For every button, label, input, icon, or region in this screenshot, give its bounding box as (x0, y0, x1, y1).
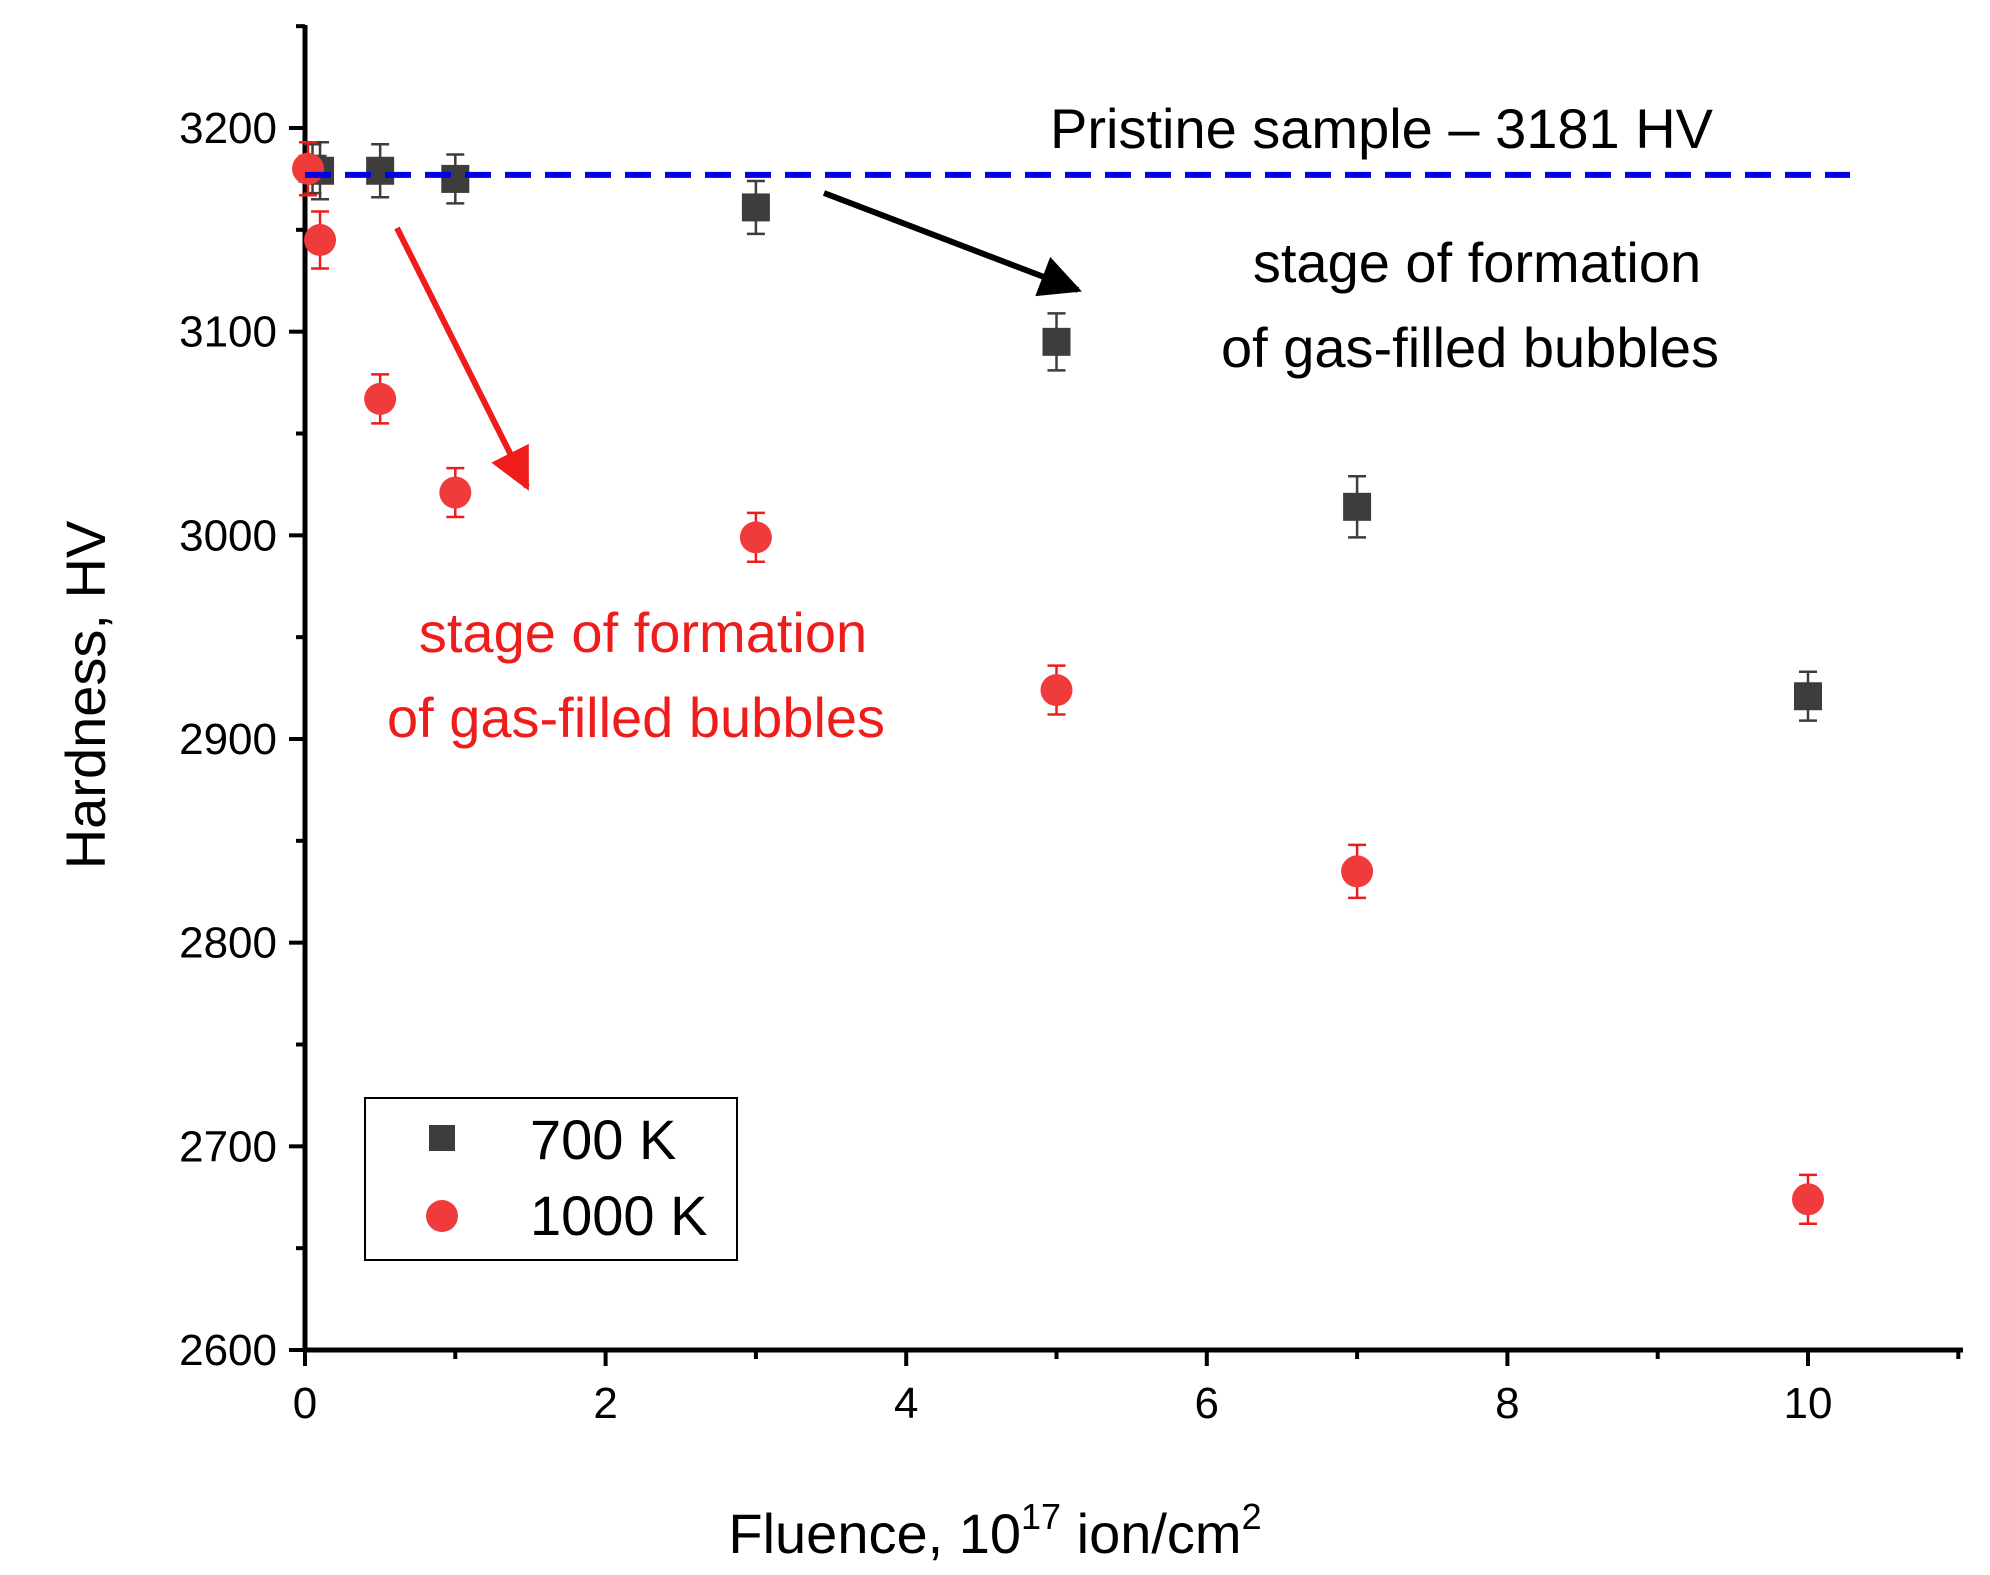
black-stage-annotation-line2: of gas-filled bubbles (1221, 316, 1719, 379)
x-axis-title-sup2: 2 (1242, 1496, 1262, 1537)
y-axis-title: Hardness, HV (54, 520, 117, 869)
x-axis-title-sup1: 17 (1021, 1496, 1061, 1537)
y-tick-label: 3200 (179, 104, 277, 153)
data-point-700k (1794, 682, 1822, 711)
x-tick-label: 0 (293, 1379, 317, 1428)
x-tick-label: 4 (894, 1379, 918, 1428)
data-point-700k (741, 193, 770, 222)
pristine-annotation: Pristine sample – 3181 HV (1050, 97, 1714, 160)
y-tick-label: 2700 (179, 1122, 277, 1171)
y-tick-label: 2600 (179, 1326, 277, 1375)
data-point-1000k (364, 382, 397, 415)
data-point-1000k (1040, 674, 1073, 707)
black-arrow (822, 190, 1082, 297)
y-tick-label: 3100 (179, 308, 277, 357)
data-point-700k (1042, 327, 1071, 356)
legend-marker-700k (429, 1125, 455, 1151)
legend-box (364, 1097, 738, 1261)
data-point-1000k (739, 521, 772, 554)
data-point-700k (1343, 492, 1372, 521)
y-tick-label: 3000 (179, 511, 277, 560)
data-point-1000k (292, 152, 325, 185)
x-tick-label: 6 (1195, 1379, 1219, 1428)
data-point-1000k (439, 476, 472, 509)
x-tick-label: 2 (593, 1379, 617, 1428)
y-tick-label: 2800 (179, 919, 277, 968)
axes-layer: 0 2 4 6 8 10 2600 2700 2800 2900 3000 3100 3200 (179, 24, 1963, 1428)
x-axis-title: Fluence, 1017 ion/cm2 (728, 1496, 1261, 1565)
data-point-1000k (304, 224, 337, 257)
legend-label-700k: 700 K (530, 1108, 676, 1171)
series-layer (292, 141, 1824, 1225)
black-stage-annotation-line1: stage of formation (1253, 231, 1701, 294)
legend: 700 K 1000 K (364, 1097, 738, 1261)
legend-label-1000k: 1000 K (530, 1184, 708, 1247)
red-arrow (394, 226, 530, 491)
data-point-1000k (1792, 1183, 1824, 1216)
data-point-700k (441, 164, 470, 193)
red-stage-annotation-line1: stage of formation (419, 601, 867, 664)
x-axis-title-rest: ion/cm (1061, 1502, 1242, 1565)
x-tick-label: 8 (1495, 1379, 1519, 1428)
red-stage-annotation-line2: of gas-filled bubbles (387, 686, 885, 749)
x-tick-label: 10 (1784, 1379, 1833, 1428)
data-point-1000k (1341, 855, 1374, 888)
legend-marker-1000k (426, 1200, 458, 1232)
y-tick-label: 2900 (179, 715, 277, 764)
data-point-700k (366, 156, 395, 185)
